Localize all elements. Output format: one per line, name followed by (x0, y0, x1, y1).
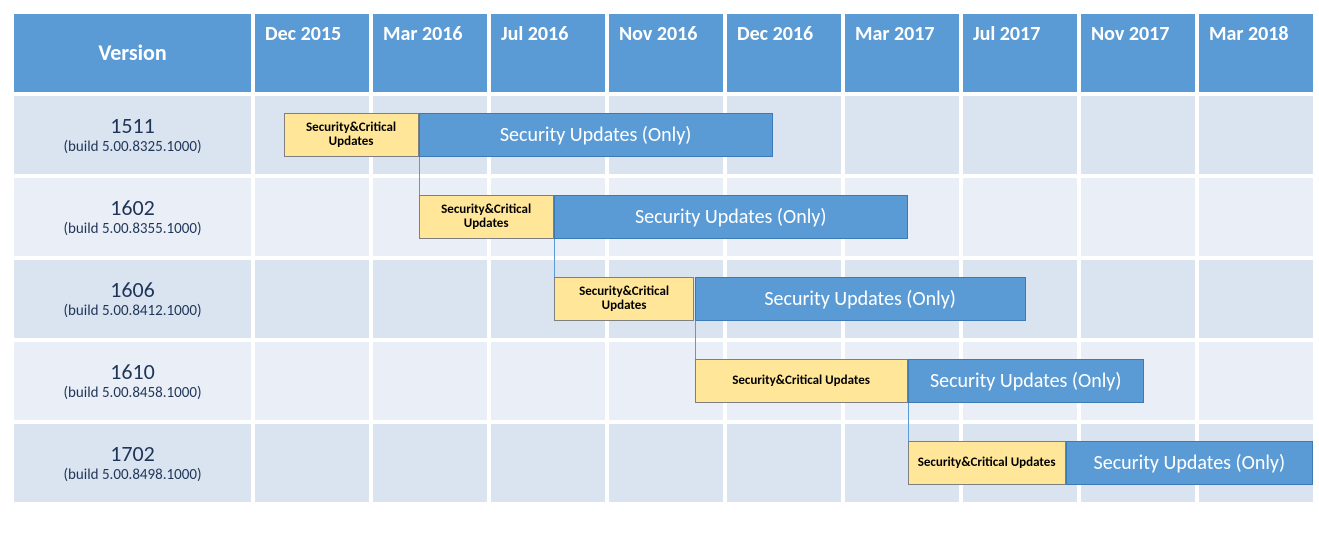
header-col-8: Mar 2018 (1199, 14, 1313, 92)
grid-cell (491, 96, 605, 174)
grid-cell (491, 342, 605, 420)
grid-cell (727, 342, 841, 420)
version-build: (build 5.00.8458.1000) (14, 384, 251, 402)
grid-cell (727, 178, 841, 256)
table-row: 1702(build 5.00.8498.1000) (14, 424, 1313, 502)
table-row: 1610(build 5.00.8458.1000) (14, 342, 1313, 420)
table-row: 1511(build 5.00.8325.1000) (14, 96, 1313, 174)
header-col-7: Nov 2017 (1081, 14, 1195, 92)
header-col-3: Nov 2016 (609, 14, 723, 92)
version-build: (build 5.00.8355.1000) (14, 220, 251, 238)
version-number: 1610 (14, 360, 251, 384)
grid-cell (373, 96, 487, 174)
grid-cell (963, 260, 1077, 338)
grid-cell (727, 96, 841, 174)
grid-cell (373, 178, 487, 256)
grid-cell (845, 96, 959, 174)
header-col-0: Dec 2015 (255, 14, 369, 92)
grid-cell (1081, 342, 1195, 420)
version-cell: 1702(build 5.00.8498.1000) (14, 424, 251, 502)
grid-cell (845, 342, 959, 420)
header-col-2: Jul 2016 (491, 14, 605, 92)
support-lifecycle-chart: Version Dec 2015 Mar 2016 Jul 2016 Nov 2… (10, 10, 1309, 506)
grid-cell (373, 424, 487, 502)
header-row: Version Dec 2015 Mar 2016 Jul 2016 Nov 2… (14, 14, 1313, 92)
grid-cell (255, 178, 369, 256)
grid-cell (1199, 96, 1313, 174)
grid-cell (1081, 424, 1195, 502)
version-number: 1602 (14, 196, 251, 220)
version-number: 1511 (14, 114, 251, 138)
grid-cell (1199, 178, 1313, 256)
header-col-6: Jul 2017 (963, 14, 1077, 92)
grid-cell (491, 424, 605, 502)
grid-cell (1081, 178, 1195, 256)
header-col-5: Mar 2017 (845, 14, 959, 92)
version-cell: 1606(build 5.00.8412.1000) (14, 260, 251, 338)
grid-cell (963, 178, 1077, 256)
grid-cell (609, 178, 723, 256)
version-number: 1606 (14, 278, 251, 302)
grid-cell (963, 424, 1077, 502)
grid-cell (845, 260, 959, 338)
grid-cell (609, 424, 723, 502)
version-build: (build 5.00.8325.1000) (14, 138, 251, 156)
grid-cell (963, 342, 1077, 420)
grid-cell (609, 342, 723, 420)
grid-cell (845, 178, 959, 256)
grid-cell (1081, 260, 1195, 338)
version-cell: 1610(build 5.00.8458.1000) (14, 342, 251, 420)
version-cell: 1511(build 5.00.8325.1000) (14, 96, 251, 174)
grid-cell (491, 260, 605, 338)
timeline-grid: Version Dec 2015 Mar 2016 Jul 2016 Nov 2… (10, 10, 1317, 506)
grid-cell (255, 424, 369, 502)
grid-cell (1081, 96, 1195, 174)
grid-cell (255, 342, 369, 420)
table-row: 1602(build 5.00.8355.1000) (14, 178, 1313, 256)
grid-cell (255, 260, 369, 338)
grid-cell (255, 96, 369, 174)
version-build: (build 5.00.8498.1000) (14, 466, 251, 484)
grid-cell (727, 260, 841, 338)
version-number: 1702 (14, 442, 251, 466)
grid-cell (727, 424, 841, 502)
grid-cell (373, 260, 487, 338)
grid-cell (609, 260, 723, 338)
grid-cell (963, 96, 1077, 174)
version-build: (build 5.00.8412.1000) (14, 302, 251, 320)
grid-cell (1199, 342, 1313, 420)
header-version: Version (14, 14, 251, 92)
header-col-1: Mar 2016 (373, 14, 487, 92)
grid-cell (373, 342, 487, 420)
table-row: 1606(build 5.00.8412.1000) (14, 260, 1313, 338)
grid-cell (1199, 424, 1313, 502)
header-col-4: Dec 2016 (727, 14, 841, 92)
grid-cell (609, 96, 723, 174)
version-cell: 1602(build 5.00.8355.1000) (14, 178, 251, 256)
grid-cell (491, 178, 605, 256)
grid-cell (1199, 260, 1313, 338)
grid-cell (845, 424, 959, 502)
